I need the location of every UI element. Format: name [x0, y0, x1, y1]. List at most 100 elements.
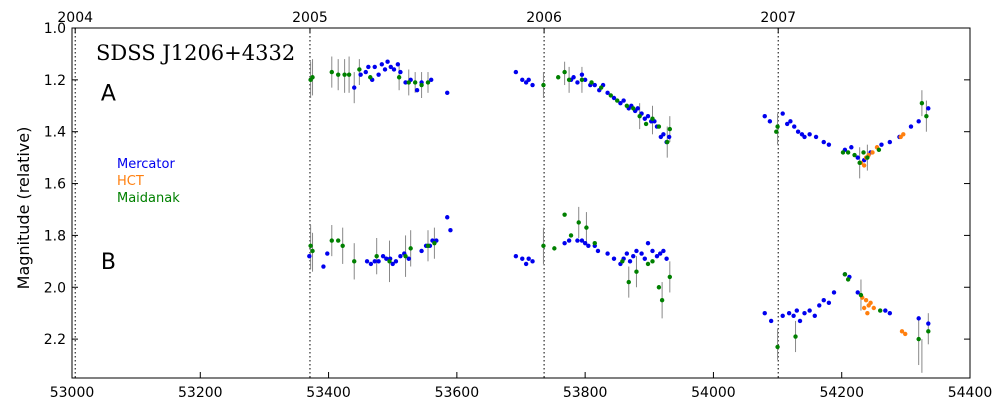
data-point-maidanak — [374, 253, 379, 259]
data-point-maidanak — [878, 308, 883, 313]
data-point-maidanak — [412, 80, 418, 85]
data-point-mercator — [530, 259, 535, 264]
data-point-maidanak — [310, 248, 315, 254]
data-point-maidanak — [419, 82, 424, 88]
data-point-maidanak — [857, 160, 862, 166]
data-point-mercator — [395, 62, 401, 67]
data-point-maidanak — [845, 150, 851, 155]
data-point-mercator — [391, 67, 397, 72]
data-point-maidanak — [329, 238, 334, 243]
y-tick-label: 1.6 — [44, 177, 66, 193]
data-point-maidanak — [659, 298, 665, 303]
data-point-maidanak — [665, 139, 670, 145]
data-point-mercator — [605, 90, 610, 96]
data-point-maidanak — [861, 150, 866, 155]
data-point-maidanak — [775, 124, 780, 129]
x-tick-label: 53600 — [435, 385, 480, 400]
data-point-mercator — [385, 59, 390, 64]
data-point-mercator — [916, 316, 921, 321]
year-label: 2006 — [526, 10, 562, 26]
data-point-maidanak — [403, 253, 408, 259]
data-point-maidanak — [845, 277, 851, 282]
data-point-maidanak — [634, 269, 639, 274]
data-point-maidanak — [335, 72, 341, 77]
data-point-mercator — [807, 308, 812, 313]
data-point-maidanak — [858, 292, 864, 298]
data-point-maidanak — [387, 259, 392, 264]
y-tick-label: 2.0 — [44, 280, 66, 296]
data-point-maidanak — [576, 220, 581, 225]
data-point-hct — [899, 329, 905, 334]
data-point-mercator — [592, 82, 597, 88]
data-point-mercator — [605, 251, 610, 256]
data-point-mercator — [664, 256, 669, 261]
data-point-maidanak — [342, 72, 347, 77]
y-axis-ticks: 1.0 1.2 1.4 1.6 1.8 2.0 2.2 — [44, 21, 970, 348]
data-point-mercator — [414, 88, 420, 93]
data-point-mercator — [566, 238, 572, 243]
image-label-a: A — [101, 82, 116, 107]
data-point-maidanak — [793, 334, 798, 339]
plot-frame — [71, 27, 971, 379]
data-point-maidanak — [589, 80, 594, 85]
data-point-mercator — [786, 310, 792, 316]
x-tick-label: 53400 — [306, 385, 351, 400]
x-tick-label: 54000 — [691, 385, 736, 400]
x-tick-label: 53000 — [50, 385, 95, 400]
data-point-mercator — [513, 253, 519, 259]
data-point-mercator — [926, 321, 931, 326]
data-point-mercator — [883, 308, 888, 313]
data-point-hct — [903, 331, 908, 337]
data-point-mercator — [661, 248, 666, 254]
data-point-maidanak — [667, 126, 673, 132]
data-point-maidanak — [592, 240, 597, 246]
data-point-mercator — [530, 82, 535, 88]
data-point-mercator — [526, 256, 531, 261]
data-point-mercator — [448, 228, 453, 233]
data-point-maidanak — [335, 238, 341, 243]
data-point-maidanak — [656, 285, 662, 290]
data-point-maidanak — [584, 225, 589, 230]
legend-entry-mercator: Mercator — [117, 157, 175, 172]
data-point-maidanak — [425, 243, 431, 248]
data-point-maidanak — [656, 124, 662, 129]
data-point-mercator — [388, 64, 393, 70]
data-point-hct — [863, 298, 869, 303]
data-point-mercator — [661, 132, 666, 137]
data-point-mercator — [916, 119, 921, 124]
data-point-mercator — [398, 69, 403, 75]
data-point-maidanak — [774, 129, 779, 134]
data-point-mercator — [366, 64, 371, 70]
legend: Mercator HCT Maidanak — [117, 157, 180, 206]
data-point-mercator — [520, 77, 525, 83]
data-point-mercator — [586, 243, 591, 248]
data-point-mercator — [887, 139, 893, 145]
data-point-mercator — [390, 261, 395, 267]
image-label-b: B — [101, 250, 116, 275]
data-point-mercator — [908, 124, 914, 129]
data-point-maidanak — [308, 243, 313, 248]
data-point-mercator — [926, 106, 931, 111]
data-point-mercator — [645, 240, 651, 246]
data-point-maidanak — [568, 233, 574, 238]
data-point-mercator — [768, 318, 774, 324]
data-point-maidanak — [556, 75, 561, 80]
data-point-maidanak — [340, 243, 345, 248]
data-point-mercator — [639, 251, 644, 256]
data-point-mercator — [795, 129, 801, 134]
y-tick-label: 2.2 — [44, 332, 66, 348]
data-point-mercator — [523, 261, 529, 267]
data-point-mercator — [575, 238, 580, 243]
data-point-mercator — [797, 318, 803, 324]
data-point-mercator — [562, 240, 567, 246]
data-point-mercator — [821, 139, 826, 145]
data-point-maidanak — [626, 279, 631, 285]
data-point-maidanak — [406, 80, 411, 85]
data-point-mercator — [579, 238, 585, 243]
data-point-mercator — [358, 72, 363, 77]
data-point-mercator — [520, 256, 525, 261]
image-labels: AB — [101, 82, 116, 276]
data-point-maidanak — [926, 329, 931, 334]
